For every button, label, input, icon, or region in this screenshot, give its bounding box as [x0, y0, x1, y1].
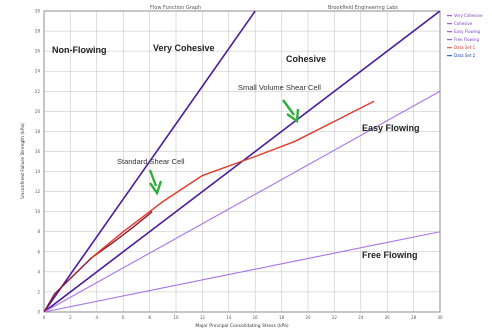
arrow-icon-standard	[148, 169, 163, 196]
x-tick-label: 2	[69, 315, 72, 320]
boundary-line-very-cohesive	[44, 11, 256, 312]
boundary-line-free-flowing	[44, 231, 440, 312]
x-tick-label: 14	[226, 315, 232, 320]
boundary-line-easy-flowing	[44, 90, 440, 312]
legend-label: Very Cohesive	[454, 13, 483, 18]
y-tick-label: 8	[37, 229, 40, 234]
x-tick-labels: 0 2 4 6 8 10 12 14 16 18 20 22 24 26 28 30	[43, 315, 443, 320]
legend: Very Cohesive Cohesive Easy Flowing Free Fl…	[447, 13, 483, 58]
y-tick-label: 18	[35, 129, 41, 134]
chart-title-left: Flow Function Graph	[150, 5, 201, 11]
x-tick-label: 6	[122, 315, 125, 320]
series-line-small-volume-shear-cell	[91, 100, 375, 259]
annotation-small-volume-shear-cell: Small Volume Shear Cell	[238, 83, 321, 92]
region-label-cohesive: Cohesive	[286, 54, 326, 64]
boundary-lines	[44, 11, 440, 312]
legend-label: Data Set 1	[454, 45, 476, 50]
x-tick-label: 18	[279, 315, 285, 320]
chart-title-right: Brookfield Engineering Labs	[328, 5, 398, 11]
x-tick-label: 24	[358, 315, 364, 320]
x-axis-label: Major Principal Consolidating Stress (kP…	[195, 323, 289, 329]
y-tick-label: 10	[35, 209, 41, 214]
arrow-icon-standard-shaft	[148, 169, 158, 187]
y-tick-label: 24	[35, 69, 41, 74]
annotation-standard-shear-cell: Standard Shear Cell	[117, 157, 185, 166]
legend-label: Cohesive	[454, 21, 473, 26]
x-tick-label: 0	[43, 315, 46, 320]
x-tick-label: 10	[173, 315, 179, 320]
y-tick-label: 22	[35, 89, 41, 94]
y-tick-label: 2	[37, 289, 40, 294]
x-tick-label: 30	[437, 315, 443, 320]
x-tick-label: 22	[332, 315, 338, 320]
arrow-icon-small-volume	[282, 99, 300, 124]
y-tick-label: 28	[35, 29, 41, 34]
data-series	[44, 100, 375, 312]
legend-label: Data Set 2	[454, 53, 476, 58]
y-tick-label: 26	[35, 49, 41, 54]
y-tick-label: 30	[35, 9, 41, 14]
y-tick-label: 4	[37, 269, 40, 274]
legend-label: Free Flowing	[454, 37, 480, 42]
region-label-free-flowing: Free Flowing	[362, 250, 418, 260]
x-tick-label: 28	[411, 315, 417, 320]
arrow-icon-small-volume-head	[286, 108, 300, 124]
x-tick-label: 26	[385, 315, 391, 320]
y-tick-label: 20	[35, 109, 41, 114]
region-label-non-flowing: Non-Flowing	[52, 45, 106, 55]
y-tick-label: 14	[35, 169, 41, 174]
y-tick-label: 12	[35, 189, 41, 194]
region-label-easy-flowing: Easy Flowing	[362, 123, 420, 133]
y-tick-label: 6	[37, 249, 40, 254]
arrow-icon-standard-head	[149, 180, 163, 196]
x-tick-label: 12	[200, 315, 206, 320]
y-tick-label: 16	[35, 149, 41, 154]
x-tick-label: 20	[305, 315, 311, 320]
x-tick-label: 8	[148, 315, 151, 320]
region-label-very-cohesive: Very Cohesive	[153, 43, 215, 53]
x-tick-label: 16	[253, 315, 259, 320]
legend-label: Easy Flowing	[454, 29, 480, 34]
y-axis-label: Unconfined Failure Strength (kPa)	[20, 123, 26, 199]
y-tick-label: 0	[37, 310, 40, 315]
arrow-icon-small-volume-shaft	[282, 99, 295, 116]
x-tick-label: 4	[96, 315, 99, 320]
boundary-line-cohesive	[44, 11, 440, 312]
